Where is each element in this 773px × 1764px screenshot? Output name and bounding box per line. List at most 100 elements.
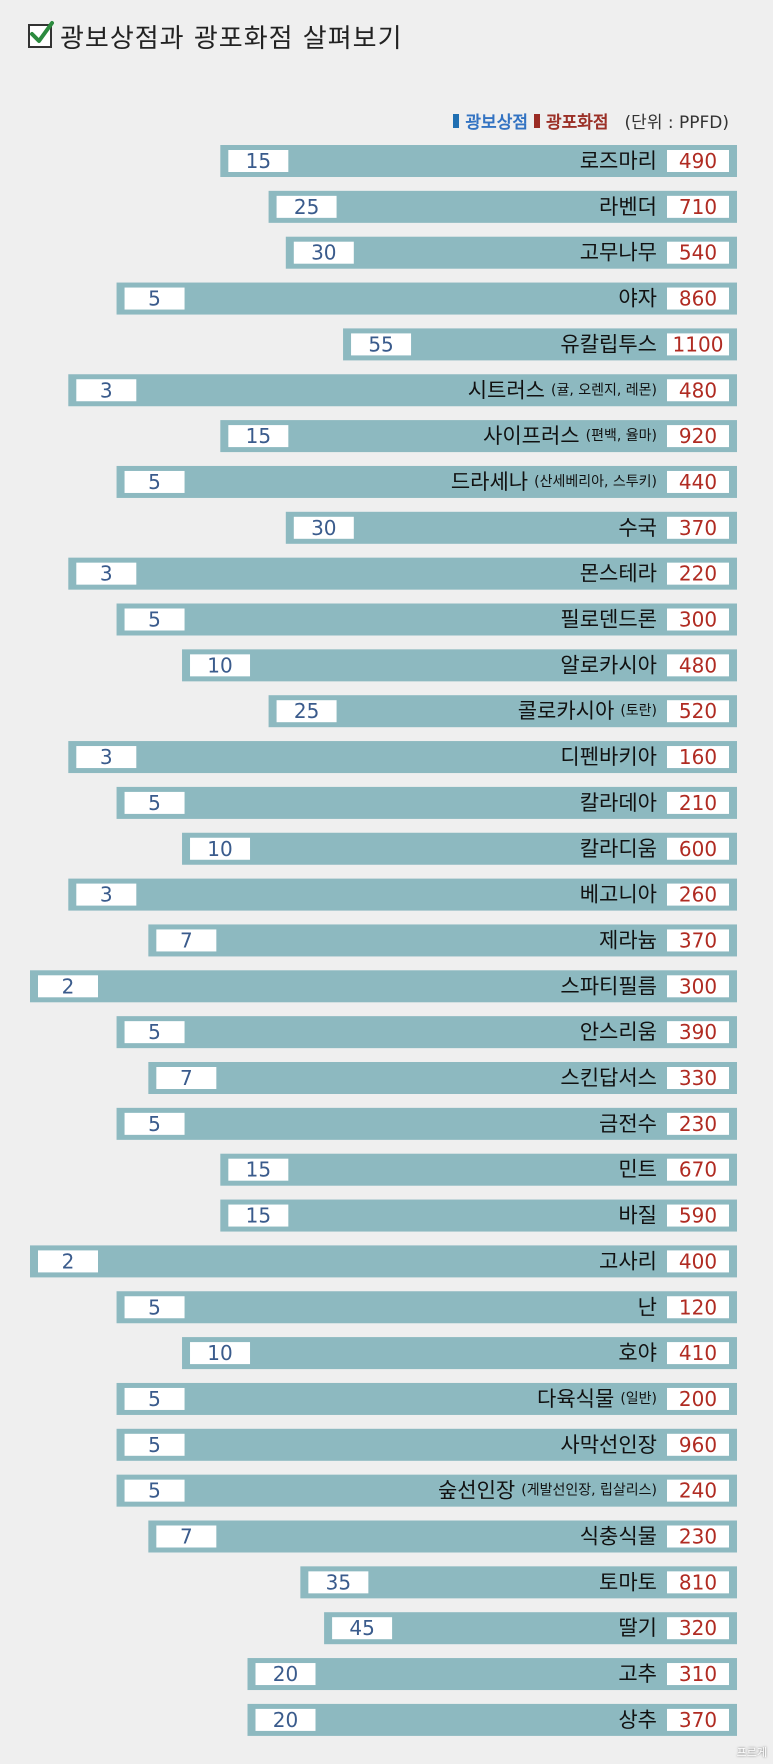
chart-row: 2 400 고사리 [30,1245,737,1278]
plant-name: 몬스테라 [580,562,657,586]
chart-row: 3 220 몬스테라 [68,557,737,590]
low-value-label: 15 [246,149,271,173]
bar [116,465,738,498]
bar [182,832,737,865]
plant-note: (귤, 오렌지, 레몬) [551,382,657,398]
bar [116,1428,738,1461]
plant-note: (게발선인장, 립살리스) [521,1483,657,1499]
high-value-box [667,379,729,402]
plant-name: 사막선인장 [560,1433,657,1457]
legend-label-high: 광포화점 [545,113,609,133]
low-value-box [76,379,137,402]
plant-name: 야자 [618,287,657,311]
high-value-label: 370 [679,928,717,952]
high-value-box [667,1067,729,1089]
low-value-label: 7 [180,1066,193,1090]
low-value-box [156,1067,217,1089]
low-value-box [276,700,337,723]
plant-name: 콜로카시아 (토란) [518,699,657,723]
plant-name: 수국 [618,516,657,540]
chart-row: 7 330 스킨답서스 [148,1062,738,1094]
chart-title: 광보상점과 광포화점 살펴보기 [28,16,403,56]
low-value-label: 5 [148,1387,161,1411]
plant-name: 제라늄 [599,928,657,952]
bar [68,374,737,407]
high-value-label: 1100 [673,332,724,356]
low-value-box [228,1158,289,1181]
low-value-box [156,1525,217,1548]
plant-name: 스킨답서스 [560,1066,657,1090]
bar [68,557,737,590]
low-value-label: 25 [294,195,319,219]
high-value-label: 230 [679,1112,717,1136]
low-value-label: 25 [294,699,319,723]
bar [116,1382,738,1415]
high-value-label: 310 [679,1662,717,1686]
low-value-label: 5 [148,608,161,632]
low-value-box [255,1663,316,1686]
low-value-box [124,1479,185,1502]
plant-name: 바질 [618,1204,657,1228]
low-value-label: 30 [311,241,336,265]
low-value-box [332,1617,393,1640]
legend-swatch-high [533,113,540,128]
high-value-box [667,1021,729,1044]
low-value-box [156,929,217,952]
low-value-label: 10 [207,653,232,677]
chart-row: 5 440 드라세나 (산세베리아, 스투키) [116,465,738,498]
bar [247,1658,737,1691]
plant-note: (토란) [620,703,657,719]
low-value-label: 15 [246,1204,271,1228]
low-value-box [124,1387,185,1410]
high-value-box [667,516,729,539]
low-value-box [228,150,289,172]
low-value-label: 5 [148,287,161,311]
bar [148,924,738,957]
high-value-label: 120 [679,1295,717,1319]
chart-row: 5 210 칼라데아 [116,786,738,819]
high-value-box [667,150,729,172]
high-value-label: 370 [679,1708,717,1732]
bar [220,145,738,177]
title-text: 광보상점과 광포화점 살펴보기 [60,23,403,54]
low-value-label: 2 [62,1249,75,1273]
high-value-box [667,1663,729,1686]
high-value-box [667,700,729,723]
high-value-label: 400 [679,1249,717,1273]
chart-row: 30 370 수국 [285,511,737,544]
plant-note: (편백, 율마) [586,428,657,444]
plant-name: 금전수 [599,1112,657,1136]
chart-row: 30 540 고무나무 [285,236,737,269]
high-value-label: 230 [679,1525,717,1549]
high-value-label: 590 [679,1204,717,1228]
low-value-box [124,1433,185,1456]
high-value-label: 390 [679,1020,717,1044]
bar [148,1520,738,1553]
bar [148,1062,738,1094]
low-value-label: 15 [246,424,271,448]
low-value-box [190,837,251,860]
bar [116,1291,738,1324]
plant-name: 고추 [618,1662,657,1686]
low-value-label: 30 [311,516,336,540]
high-value-label: 480 [679,653,717,677]
high-value-box [667,1204,729,1227]
chart-row: 7 230 식충식물 [148,1520,738,1553]
high-value-label: 300 [679,974,717,998]
high-value-box [667,1387,729,1410]
low-value-box [124,791,185,814]
low-value-box [276,195,337,218]
high-value-label: 260 [679,883,717,907]
low-value-label: 45 [349,1616,374,1640]
high-value-label: 540 [679,241,717,265]
chart-row: 7 370 제라늄 [148,924,738,957]
high-value-label: 160 [679,745,717,769]
chart-row: 55 1100 유칼립투스 [343,328,737,361]
high-value-box [667,837,729,860]
chart-row: 3 260 베고니아 [68,878,737,911]
high-value-box [667,883,729,906]
watermark: 프르게 [736,1746,767,1759]
chart-row: 15 670 민트 [220,1153,738,1186]
plant-name: 베고니아 [580,883,657,907]
